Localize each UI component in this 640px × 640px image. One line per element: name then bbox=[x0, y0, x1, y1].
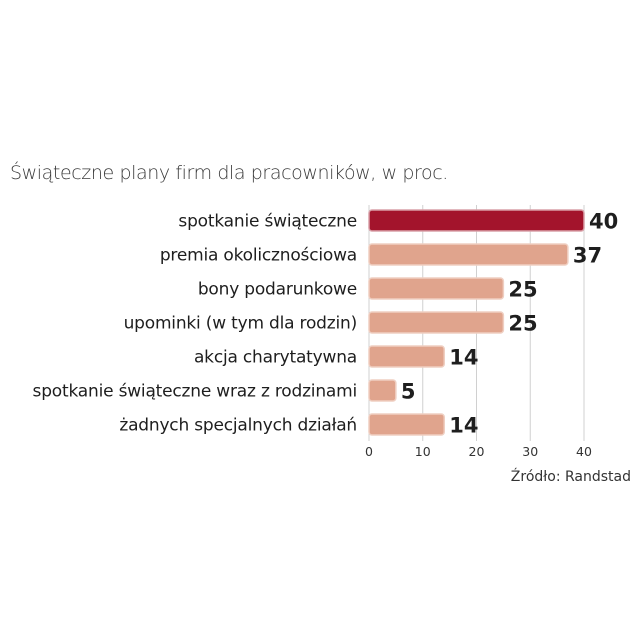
x-tick-label: 10 bbox=[415, 444, 431, 459]
value-label: 5 bbox=[401, 380, 416, 404]
bar bbox=[368, 243, 569, 266]
category-label: żadnych specjalnych działań bbox=[119, 416, 357, 436]
value-label: 14 bbox=[449, 346, 478, 370]
chart-title: Świąteczne plany firm dla pracowników, w… bbox=[10, 162, 448, 184]
bar bbox=[368, 277, 505, 300]
category-label: spotkanie świąteczne bbox=[178, 212, 357, 232]
bar bbox=[368, 379, 397, 402]
category-label: spotkanie świąteczne wraz z rodzinami bbox=[33, 382, 357, 402]
bar bbox=[368, 311, 505, 334]
value-label: 37 bbox=[573, 244, 602, 268]
value-label: 25 bbox=[508, 278, 537, 302]
bar bbox=[368, 345, 445, 368]
x-tick-label: 0 bbox=[365, 444, 373, 459]
source-note: Źródło: Randstad bbox=[510, 469, 631, 485]
bar bbox=[368, 413, 445, 436]
x-tick-label: 20 bbox=[469, 444, 485, 459]
value-label: 25 bbox=[508, 312, 537, 336]
value-label: 40 bbox=[589, 210, 618, 234]
x-tick-label: 40 bbox=[576, 444, 592, 459]
category-label: bony podarunkowe bbox=[198, 280, 357, 300]
value-label: 14 bbox=[449, 414, 478, 438]
category-label: premia okolicznościowa bbox=[160, 246, 357, 266]
x-tick-label: 30 bbox=[522, 444, 538, 459]
category-label: upominki (w tym dla rodzin) bbox=[124, 314, 357, 334]
category-label: akcja charytatywna bbox=[194, 348, 357, 368]
bar bbox=[368, 209, 585, 232]
